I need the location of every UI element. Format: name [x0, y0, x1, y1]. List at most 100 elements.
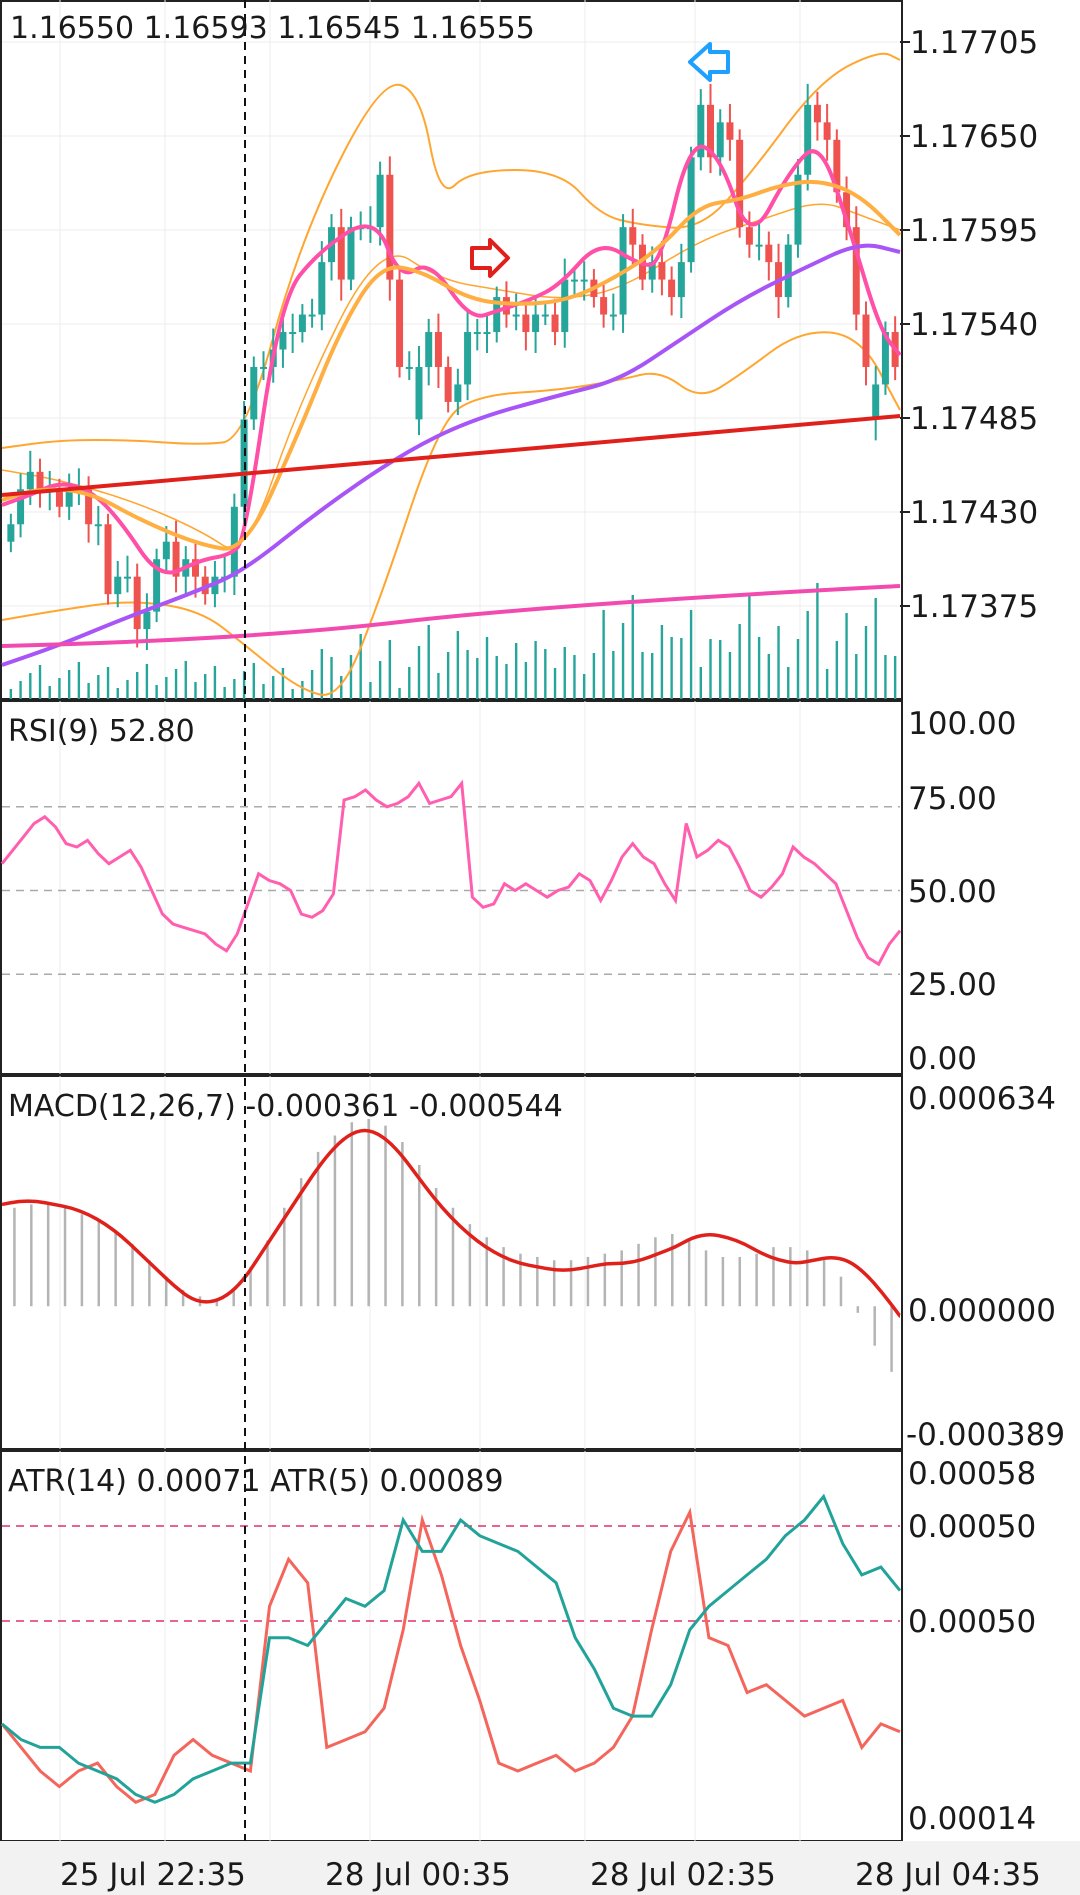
macd-label: MACD(12,26,7) -0.000361 -0.000544	[8, 1089, 563, 1124]
candle-body	[755, 244, 763, 247]
candle-body	[600, 297, 608, 315]
volume-bar	[126, 680, 129, 699]
y-axis-labels: 1.17705 1.17650 1.17595 1.17540 1.17485 1.174…	[900, 25, 1065, 1837]
atr-tick-label: 0.00014	[908, 1801, 1036, 1837]
candle-body	[298, 314, 306, 333]
candle-body	[376, 174, 384, 228]
volume-bar	[174, 669, 178, 699]
volume-bars	[9, 583, 897, 699]
sell-arrow-icon	[470, 238, 510, 278]
volume-bar	[349, 655, 353, 699]
volume-bar	[378, 661, 382, 699]
upper-band	[1, 52, 901, 449]
volume-bar	[145, 664, 149, 699]
candle-body	[707, 104, 715, 158]
macd-signal-line	[1, 1128, 902, 1318]
ma-fast-line	[1, 144, 902, 575]
candle-body	[444, 366, 452, 402]
candle-body	[677, 262, 685, 298]
price-tick-label: 1.17705	[910, 25, 1038, 61]
volume-bar	[825, 669, 829, 699]
volume-bar	[544, 649, 547, 699]
macd-tick-label: 0.000000	[908, 1293, 1056, 1329]
volume-bar	[573, 655, 576, 699]
volume-bar	[563, 647, 566, 699]
atr-panel	[0, 1493, 902, 1805]
candle-body	[415, 366, 423, 420]
atr-label: ATR(14) 0.00071 ATR(5) 0.00089	[8, 1464, 504, 1499]
candle-body	[36, 471, 44, 490]
volume-bar	[835, 641, 839, 699]
rsi-label: RSI(9) 52.80	[8, 714, 195, 749]
price-tick-label: 1.17650	[910, 119, 1038, 155]
volume-bar	[534, 641, 537, 699]
candle-body	[726, 122, 734, 140]
candle-body	[396, 279, 404, 367]
candle-body	[434, 332, 442, 367]
ohlc-header: 1.16550 1.16593 1.16545 1.16555	[10, 11, 535, 46]
volume-bar	[320, 649, 324, 699]
macd-tick-label: -0.000389	[906, 1417, 1065, 1453]
volume-bar	[408, 667, 411, 699]
volume-bar	[427, 625, 430, 699]
volume-bar	[621, 623, 625, 699]
candle-body	[823, 122, 831, 140]
candle-body	[230, 506, 238, 577]
candle-body	[794, 174, 802, 245]
candle-body	[85, 489, 93, 525]
rsi-tick-label: 75.00	[908, 781, 997, 817]
volume-bar	[699, 667, 702, 699]
candle-body	[561, 279, 569, 333]
macd-tick-label: 0.000634	[908, 1081, 1056, 1117]
price-tick-label: 1.17375	[910, 589, 1038, 625]
candle-body	[658, 262, 666, 280]
rsi-tick-label: 25.00	[908, 967, 997, 1003]
candle-body	[784, 244, 792, 298]
candle-body	[104, 524, 112, 595]
candle-body	[852, 227, 860, 315]
volume-bar	[651, 653, 654, 699]
volume-bar	[184, 661, 187, 699]
candle-body	[55, 489, 63, 507]
volume-bar	[48, 686, 51, 699]
volume-bar	[787, 667, 790, 699]
volume-bar	[87, 683, 90, 699]
volume-bar	[631, 595, 634, 699]
macd-panel	[1, 1119, 902, 1372]
volume-bar	[641, 652, 644, 699]
candle-body	[172, 541, 180, 577]
candle-body	[745, 227, 753, 245]
candle-body	[279, 332, 287, 350]
atr14-line	[1, 1493, 902, 1804]
candle-body	[736, 139, 744, 228]
volume-bar	[262, 684, 265, 699]
volume-bar	[514, 643, 518, 699]
candle-body	[532, 314, 540, 333]
volume-bar	[213, 666, 217, 699]
volume-bar	[670, 637, 673, 699]
x-tick-label: 28 Jul 00:35	[325, 1857, 511, 1893]
atr-tick-label: 0.00058	[908, 1456, 1036, 1492]
candle-body	[191, 559, 199, 577]
volume-bar	[738, 624, 741, 699]
candle-body	[454, 384, 462, 402]
ma-red-line	[1, 414, 901, 497]
volume-bar	[437, 673, 440, 699]
rsi-tick-label: 100.00	[908, 706, 1016, 742]
candle-body	[26, 471, 34, 490]
candle-body	[405, 366, 413, 369]
volume-bar	[233, 679, 236, 699]
volume-bar	[9, 689, 13, 699]
candle-body	[668, 279, 676, 298]
candle-body	[94, 524, 102, 527]
volume-bar	[135, 672, 139, 699]
volume-bar	[757, 637, 761, 699]
candle-body	[123, 576, 131, 579]
candle-body	[17, 489, 25, 525]
candle-body	[464, 332, 472, 385]
volume-bar	[592, 653, 596, 699]
candle-body	[881, 332, 889, 385]
volume-bar	[310, 670, 314, 699]
volume-bar	[369, 682, 372, 699]
